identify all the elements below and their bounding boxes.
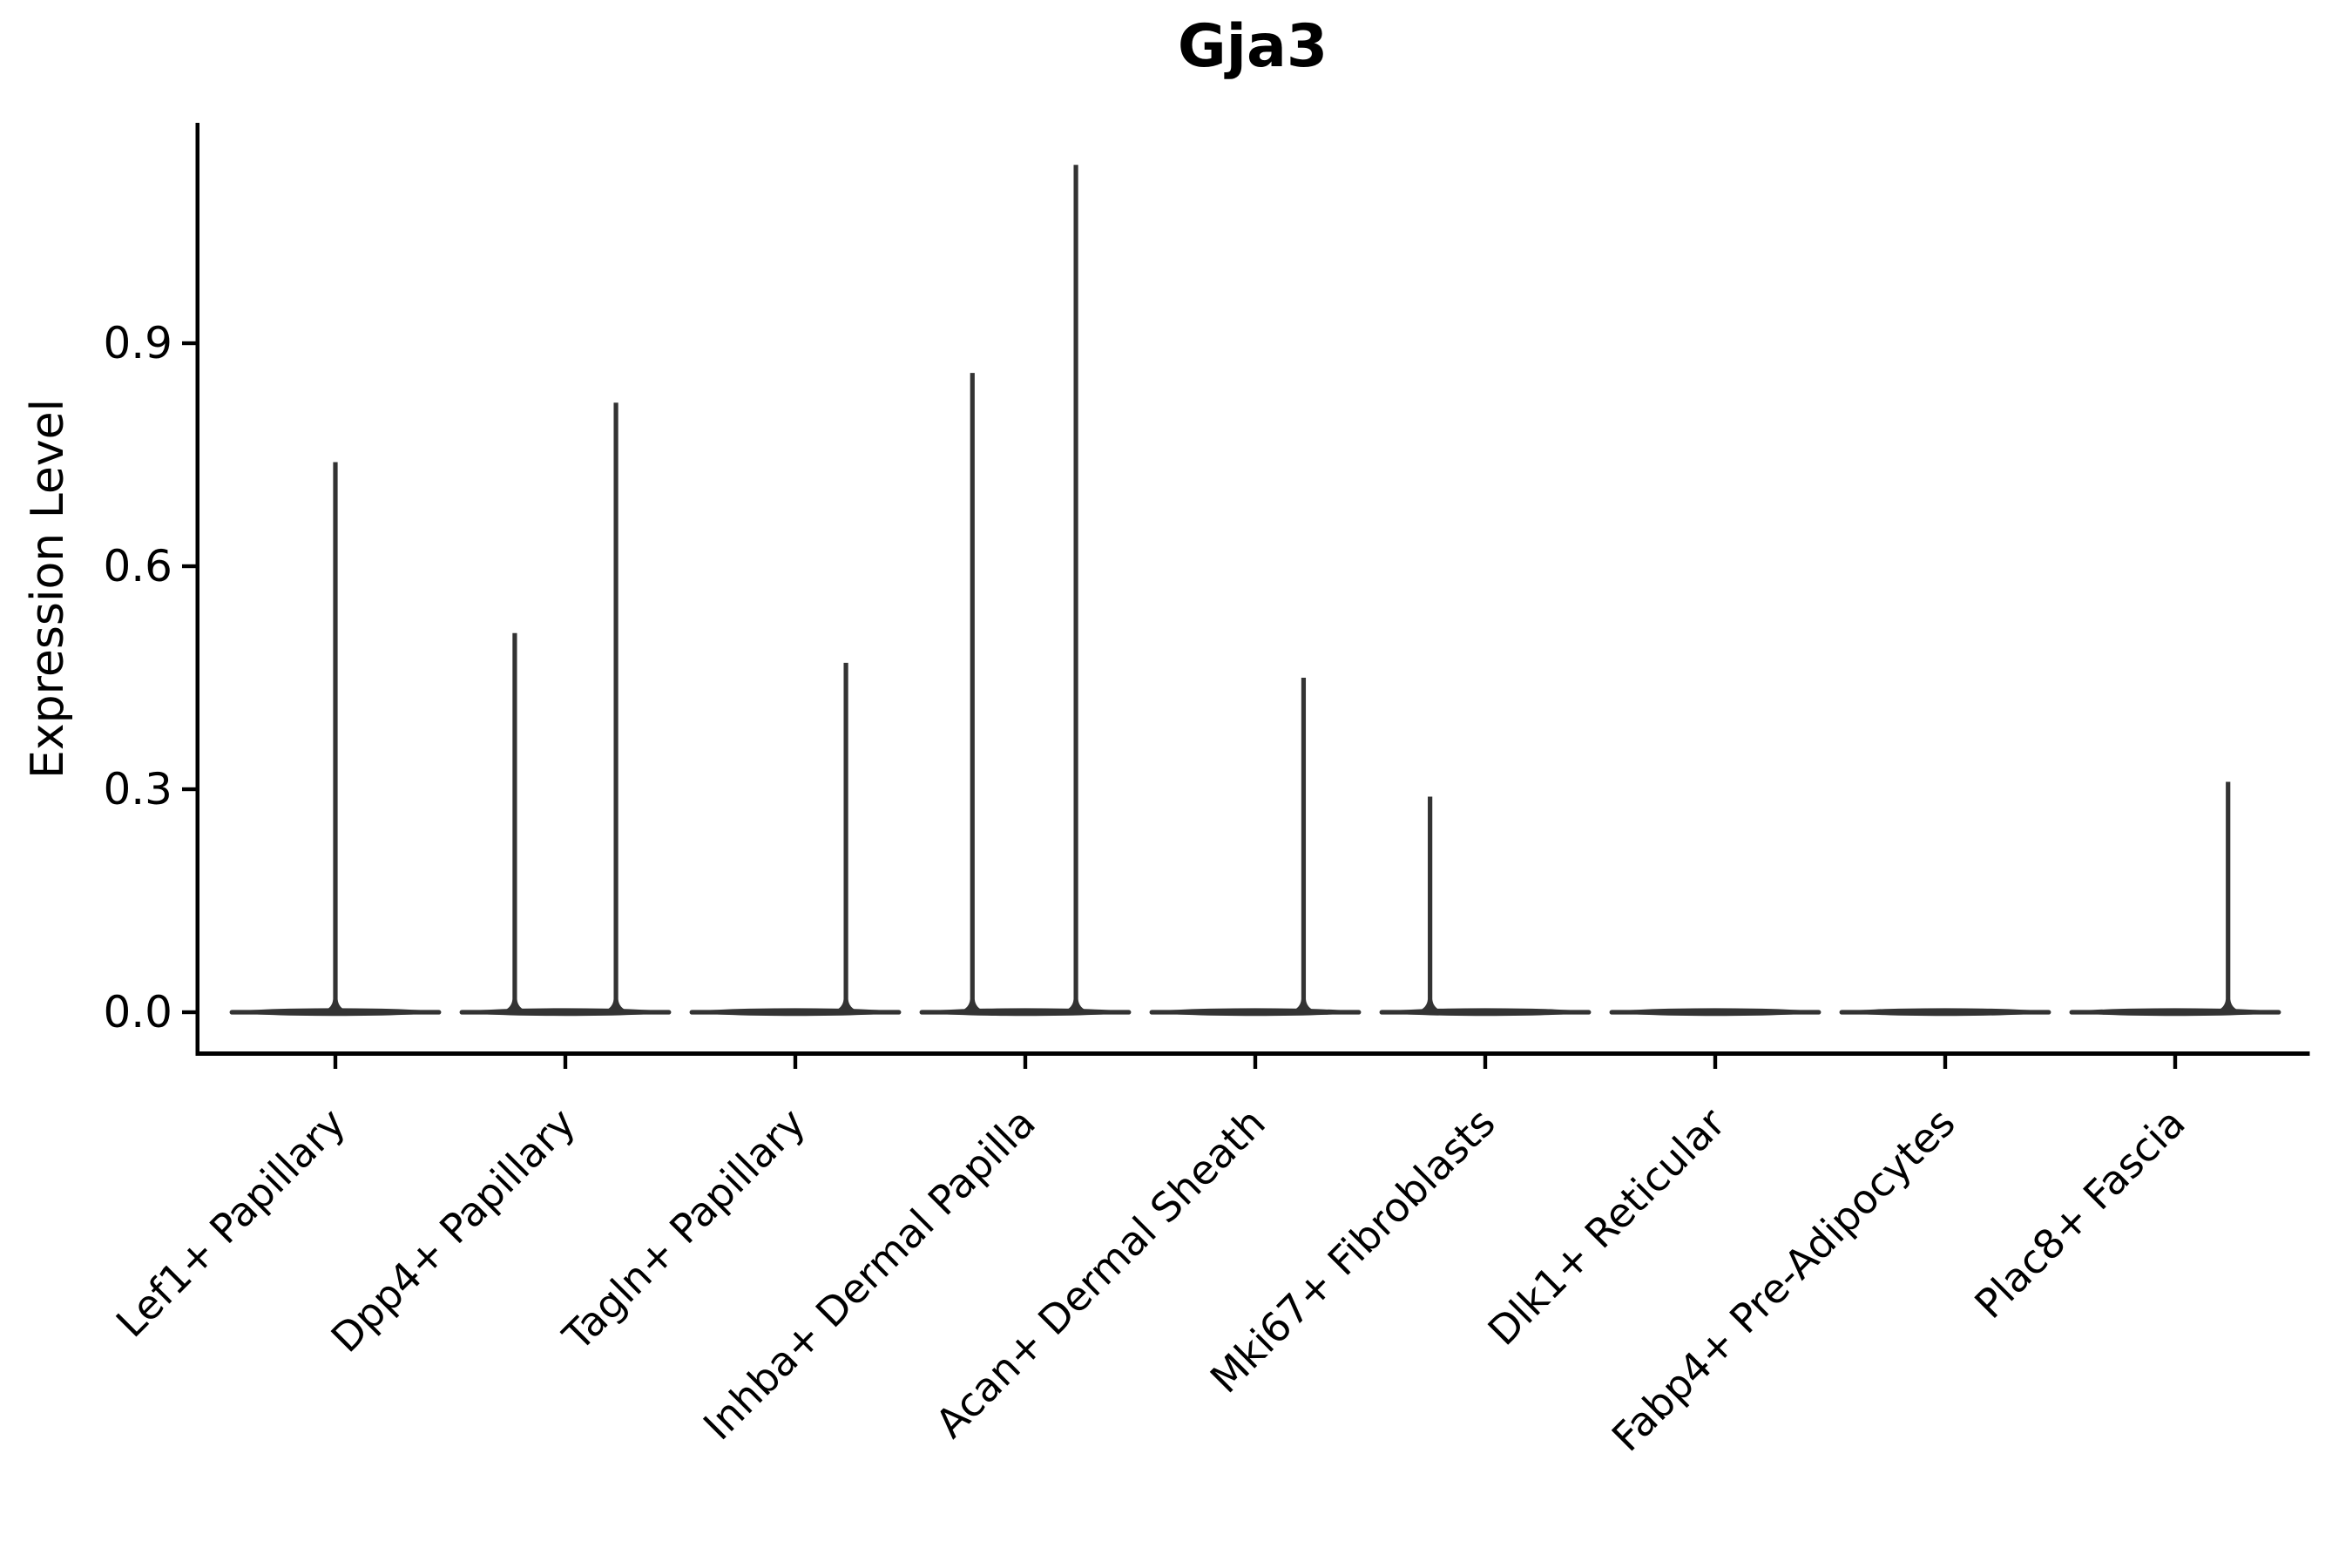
x-tick (1253, 1056, 1258, 1069)
violin-spike (2216, 781, 2240, 1011)
x-category-label: Tagln+ Papillary (553, 1099, 814, 1361)
violin-baseline-bulge (926, 1008, 1125, 1017)
x-category-label: Dpp4+ Papillary (322, 1099, 585, 1362)
y-tick (182, 341, 196, 346)
violin-spike (960, 373, 984, 1011)
violin-spike (604, 402, 628, 1011)
x-tick (1713, 1056, 1718, 1069)
y-tick-label: 0.9 (103, 318, 172, 368)
x-tick (563, 1056, 568, 1069)
violin-spike (1064, 165, 1088, 1011)
x-category-label: Lef1+ Papillary (107, 1099, 355, 1347)
x-tick (2173, 1056, 2178, 1069)
violin-baseline-bulge (236, 1008, 435, 1017)
violin-spike (834, 662, 858, 1011)
violin-spike (323, 462, 348, 1011)
violin-spike (1291, 678, 1315, 1011)
y-tick-label: 0.0 (103, 987, 172, 1037)
violin-baseline-bulge (1156, 1008, 1355, 1017)
y-tick (182, 787, 196, 792)
y-tick-label: 0.3 (103, 764, 172, 814)
y-axis-label: Expression Level (22, 399, 74, 779)
y-tick (182, 564, 196, 569)
x-tick (1943, 1056, 1948, 1069)
violin-spike (503, 632, 527, 1011)
x-tick (793, 1056, 798, 1069)
y-tick (182, 1010, 196, 1015)
violin-baseline-bulge (2076, 1008, 2274, 1017)
violin-baseline-bulge (1846, 1008, 2044, 1017)
x-category-label: Plac8+ Fascia (1965, 1099, 2193, 1328)
y-axis-spine (195, 123, 199, 1056)
violin-spike (1418, 796, 1443, 1011)
x-tick (1483, 1056, 1488, 1069)
violin-baseline-bulge (1616, 1008, 1815, 1017)
violin-baseline-bulge (466, 1008, 665, 1017)
x-category-label: Dlk1+ Reticular (1479, 1099, 1734, 1355)
y-tick-label: 0.6 (103, 541, 172, 591)
violin-baseline-bulge (696, 1008, 895, 1017)
violin-baseline-bulge (1386, 1008, 1585, 1017)
x-tick (333, 1056, 338, 1069)
x-axis-spine (195, 1051, 2310, 1056)
x-tick (1023, 1056, 1028, 1069)
chart-title: Gja3 (1178, 12, 1328, 81)
